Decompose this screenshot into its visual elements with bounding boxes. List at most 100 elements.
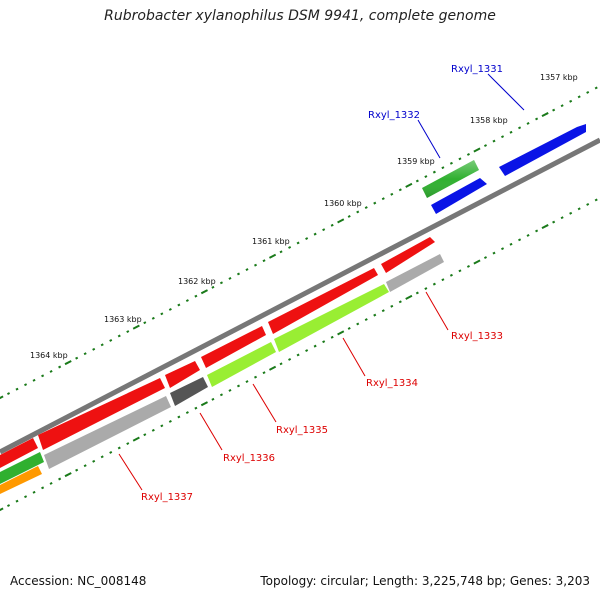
inner-tick (0, 507, 4, 512)
inner-tick (500, 247, 505, 251)
inner-tick (211, 397, 215, 401)
inner-tick (541, 224, 549, 230)
gene-rxyl-1333[interactable] (386, 254, 444, 292)
gene-red-long[interactable] (38, 378, 165, 450)
outer-tick (466, 152, 470, 156)
gene-rxyl-1337[interactable] (44, 396, 171, 469)
leader-rxyl-1336 (199, 412, 223, 451)
inner-tick (288, 357, 292, 361)
gene-red-large[interactable] (268, 268, 378, 334)
inner-tick (313, 344, 317, 348)
inner-tick (432, 282, 436, 286)
outer-tick (132, 324, 140, 330)
outer-tick (432, 170, 436, 174)
outer-tick (200, 289, 208, 295)
outer-tick (160, 312, 164, 316)
inner-tick (151, 428, 155, 432)
accession-text: Accession: NC_008148 (10, 574, 147, 588)
outer-tick (49, 369, 53, 373)
inner-tick (109, 450, 113, 454)
outer-tick (449, 161, 453, 165)
outer-tick (64, 360, 72, 366)
outer-tick-ring (0, 86, 598, 400)
leader-rxyl-1334 (342, 337, 366, 377)
inner-tick (569, 211, 573, 215)
outer-tick (415, 179, 419, 183)
inner-tick (100, 455, 104, 459)
gene-green-edge[interactable] (0, 452, 44, 484)
outer-tick (560, 104, 564, 108)
inner-tick (305, 349, 309, 352)
outer-tick (262, 259, 266, 263)
gene-label-rxyl-1333: Rxyl_1333 (451, 331, 503, 342)
gene-label-rxyl-1335: Rxyl_1335 (276, 425, 328, 436)
inner-tick (228, 388, 232, 392)
outer-tick (296, 241, 300, 245)
gene-red-mid[interactable] (201, 326, 266, 368)
outer-tick (279, 250, 283, 254)
gene-red-edge[interactable] (0, 438, 38, 468)
outer-tick (569, 99, 573, 103)
inner-tick (200, 401, 208, 407)
outer-tick (492, 139, 496, 143)
inner-tick (381, 309, 385, 313)
outer-tick (245, 268, 249, 272)
gene-rxyl-1336[interactable] (170, 377, 208, 406)
scale-label-1360: 1360 kbp (324, 199, 362, 208)
outer-tick (337, 218, 345, 224)
map-title: Rubrobacter xylanophilus DSM 9941, compl… (104, 8, 496, 24)
outer-tick (219, 281, 223, 285)
outer-tick (381, 197, 385, 201)
leader-rxyl-1335 (252, 383, 277, 423)
gene-red-small[interactable] (165, 361, 200, 388)
inner-tick (177, 415, 181, 419)
inner-tick (24, 495, 28, 499)
inner-tick-ring (0, 198, 598, 512)
gene-label-rxyl-1331: Rxyl_1331 (451, 64, 503, 75)
scale-label-1363: 1363 kbp (104, 315, 142, 324)
outer-tick (586, 90, 590, 94)
inner-tick (466, 264, 470, 268)
outer-tick (535, 117, 539, 121)
gene-label-rxyl-1336: Rxyl_1336 (223, 453, 275, 464)
inner-tick (483, 256, 488, 259)
outer-tick (15, 387, 19, 391)
outer-tick (32, 378, 36, 382)
inner-tick (586, 202, 590, 206)
outer-tick (109, 338, 113, 342)
inner-tick (526, 233, 530, 237)
gene-blue-small[interactable] (431, 178, 487, 214)
outer-tick (58, 365, 62, 369)
inner-tick (143, 433, 147, 437)
gene-label-rxyl-1334: Rxyl_1334 (366, 378, 418, 389)
inner-tick (83, 464, 87, 468)
gene-rxyl-1335[interactable] (207, 342, 276, 387)
inner-tick (449, 273, 453, 277)
gene-rxyl-1334[interactable] (274, 284, 389, 352)
gene-label-rxyl-1337: Rxyl_1337 (141, 492, 193, 503)
inner-tick (509, 242, 513, 246)
gene-rxyl-1331[interactable] (499, 124, 586, 176)
outer-tick (24, 383, 28, 387)
inner-tick (268, 365, 277, 371)
gene-rxyl-1333-red[interactable] (381, 237, 435, 273)
inner-tick (405, 294, 413, 300)
gene-rxyl-1332-shade (422, 160, 479, 198)
inner-tick (560, 216, 564, 220)
gene-orange-edge[interactable] (0, 466, 42, 494)
inner-tick (398, 300, 402, 304)
outer-tick (458, 157, 462, 161)
outer-tick (541, 112, 549, 118)
outer-tick (356, 210, 360, 214)
inner-tick (41, 486, 45, 490)
inner-tick (245, 380, 249, 384)
outer-tick (236, 272, 241, 276)
inner-tick (373, 313, 377, 317)
inner-tick (594, 198, 598, 202)
inner-tick (347, 326, 351, 330)
inner-tick (160, 424, 164, 428)
inner-tick (132, 436, 140, 442)
scale-label-1357: 1357 kbp (540, 73, 578, 82)
inner-tick (364, 318, 368, 321)
